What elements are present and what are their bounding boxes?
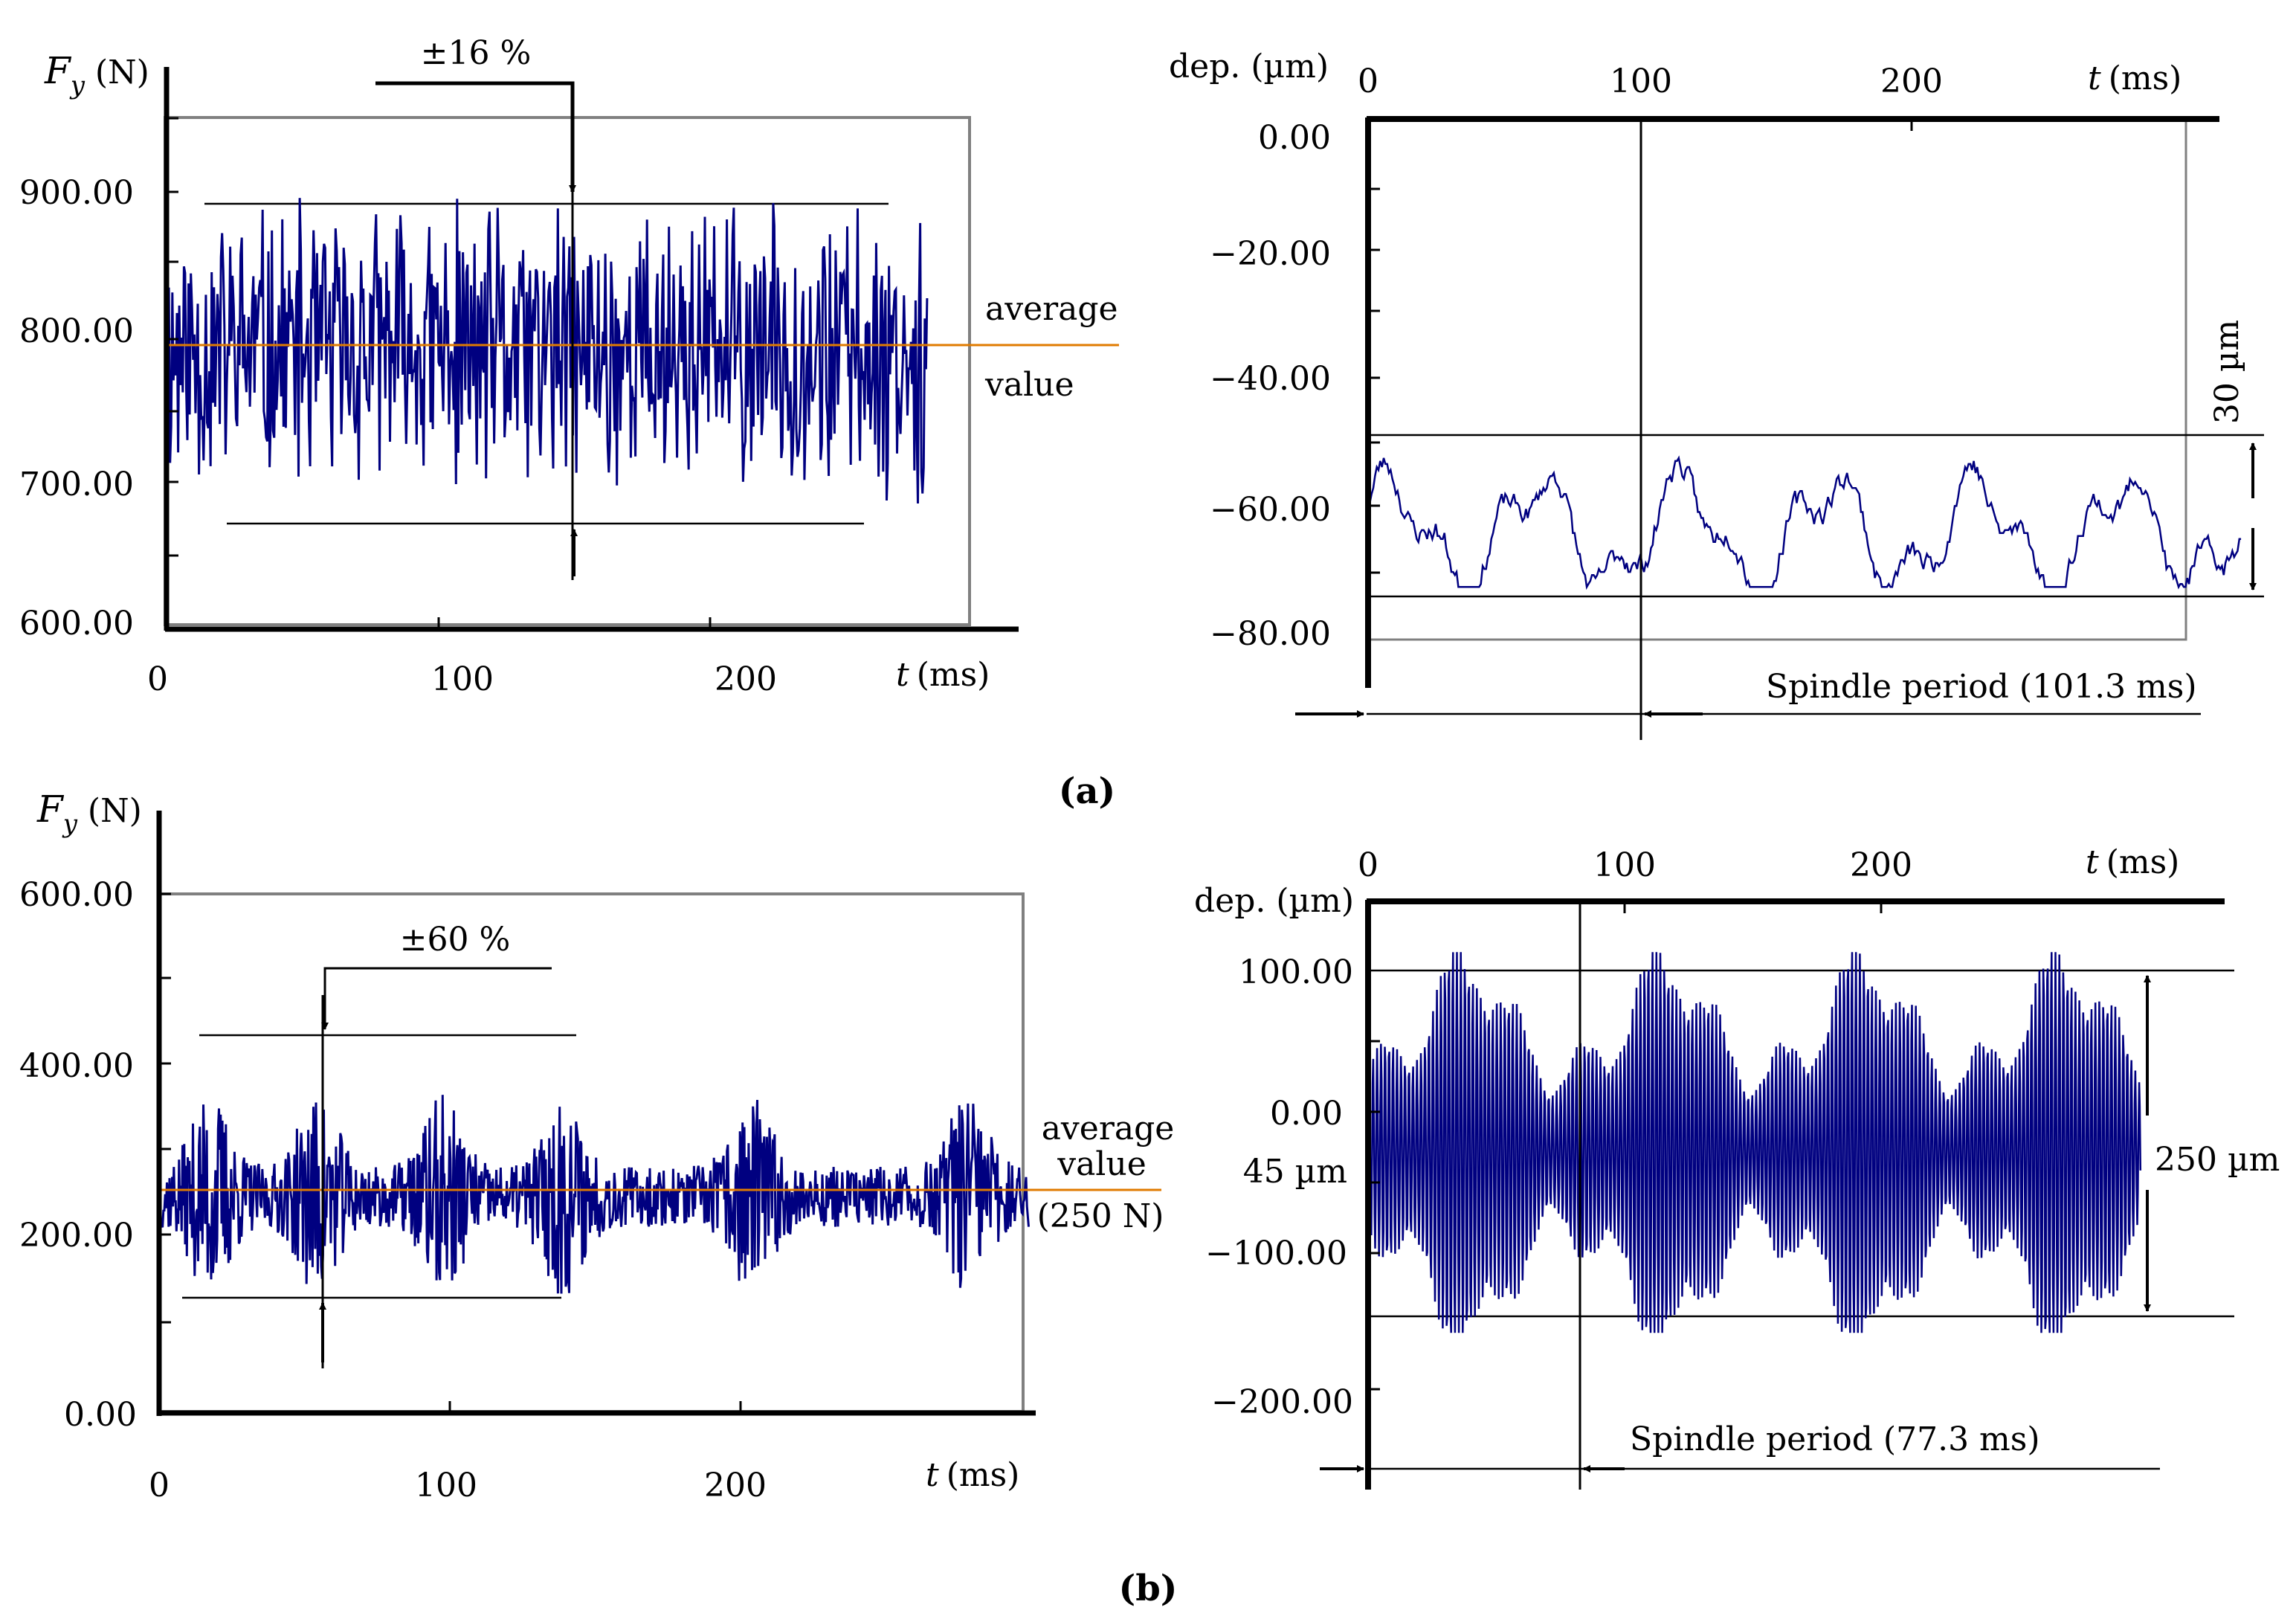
a-disp-ytick-label: −60.00	[1210, 491, 1331, 529]
b-force-xtick-label: 100	[415, 1467, 477, 1504]
a-disp-x-label: t (ms)	[2088, 59, 2181, 97]
b-force-variation-bracket	[321, 967, 552, 1030]
a-force-ytick-label: 800.00	[19, 312, 134, 350]
b-force-ytick-label: 400.00	[19, 1047, 134, 1085]
b-force-ytick-label: 200.00	[19, 1217, 134, 1255]
a-force-ytick-label: 700.00	[19, 466, 134, 503]
a-force-variation-bracket	[375, 81, 576, 193]
b-disp-offset-label: 45 µm	[1243, 1153, 1347, 1191]
b-disp-ytick-label: −200.00	[1211, 1383, 1353, 1421]
a-force-ytick-label: 900.00	[19, 174, 134, 212]
a-disp-ytick-label: 0.00	[1258, 119, 1331, 157]
a-disp-ytick-label: −20.00	[1210, 235, 1331, 273]
a-disp-series-line	[1367, 455, 2242, 590]
chart-a-displacement: 0.00 −20.00 −40.00 −60.00 −80.00 0 100 2…	[1169, 48, 2264, 740]
b-disp-x-label: t (ms)	[2086, 843, 2179, 881]
b-force-series-line	[158, 1095, 1030, 1294]
b-disp-ytick-label: 100.00	[1239, 953, 1353, 991]
a-disp-ytick-label: −80.00	[1210, 615, 1331, 653]
b-force-xtick-label: 0	[149, 1467, 170, 1504]
b-disp-ytick-label: −100.00	[1205, 1235, 1347, 1272]
a-disp-frame	[1365, 118, 2187, 641]
b-force-xtick-label: 200	[704, 1467, 767, 1504]
a-force-variation-label: ±16 %	[421, 34, 532, 72]
b-disp-xtick-label: 200	[1850, 846, 1912, 884]
b-disp-series-line	[1367, 952, 2142, 1333]
a-force-average-label: value	[984, 366, 1074, 404]
b-disp-y-label: dep. (µm)	[1194, 882, 1354, 920]
a-disp-xtick-label: 100	[1610, 62, 1672, 100]
a-force-average-label: average	[985, 290, 1118, 328]
b-force-average-label: (250 N)	[1037, 1197, 1164, 1235]
b-force-average-label: average	[1042, 1110, 1175, 1148]
a-disp-xtick-label: 0	[1358, 62, 1378, 100]
chart-b-displacement: 100.00 0.00 45 µm −100.00 −200.00 0 100 …	[1194, 843, 2280, 1490]
a-force-y-label: Fy (N)	[44, 49, 149, 100]
a-force-xtick-label: 200	[715, 660, 777, 698]
b-disp-xtick-label: 100	[1593, 846, 1656, 884]
a-force-x-label: t (ms)	[896, 656, 990, 694]
a-force-ytick-label: 600.00	[19, 605, 134, 643]
b-disp-amplitude-label: 250 µm	[2155, 1141, 2280, 1179]
b-force-variation-label: ±60 %	[400, 921, 511, 959]
a-force-series-line	[165, 198, 929, 504]
b-force-x-label: t (ms)	[926, 1456, 1019, 1494]
b-force-average-label: value	[1057, 1145, 1147, 1183]
a-disp-amplitude-label: 30 µm	[2208, 320, 2246, 424]
b-disp-spindle-label: Spindle period (77.3 ms)	[1630, 1420, 2040, 1458]
b-force-y-label: Fy (N)	[36, 788, 142, 839]
a-force-xtick-label: 0	[147, 660, 168, 698]
b-force-ytick-label: 0.00	[64, 1396, 137, 1434]
figure-label-b: (b)	[1119, 1568, 1178, 1609]
chart-b-force: 600.00 400.00 200.00 0.00 0 100 200 Fy (N…	[19, 788, 1174, 1504]
chart-a-force: 900.00 800.00 700.00 600.00 0 100 200 Fy…	[19, 34, 1119, 698]
a-disp-spindle-label: Spindle period (101.3 ms)	[1766, 668, 2197, 706]
a-disp-xtick-label: 200	[1880, 62, 1943, 100]
b-force-ytick-label: 600.00	[19, 876, 134, 914]
a-disp-ytick-label: −40.00	[1210, 360, 1331, 398]
figure-label-a: (a)	[1059, 770, 1116, 812]
a-force-xtick-label: 100	[431, 660, 494, 698]
b-disp-ytick-label: 0.00	[1270, 1095, 1343, 1133]
b-disp-xtick-label: 0	[1358, 846, 1378, 884]
a-disp-y-label: dep. (µm)	[1169, 48, 1329, 86]
